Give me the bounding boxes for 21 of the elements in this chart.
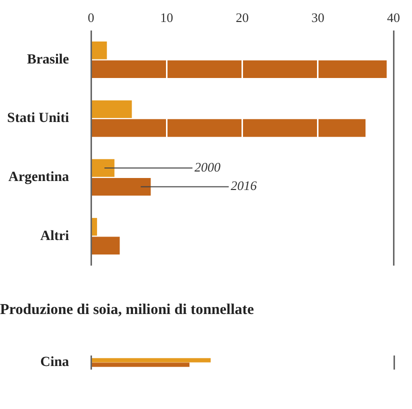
bar bbox=[92, 100, 132, 118]
text: 2016 bbox=[230, 178, 258, 194]
y-tick-label: Cina bbox=[40, 355, 69, 370]
bar bbox=[92, 119, 366, 137]
x-tick-label: 30 bbox=[311, 10, 324, 26]
y-tick-label: Stati Uniti bbox=[7, 111, 70, 126]
x-tick-label: 40 bbox=[387, 10, 400, 26]
chart-title: Produzione di soia, milioni di tonnellate bbox=[0, 302, 255, 319]
x-tick-label: 0 bbox=[88, 10, 94, 26]
y-tick-label: Argentina bbox=[8, 170, 69, 186]
y-tick-label: Altri bbox=[40, 228, 70, 244]
text: 2000 bbox=[194, 159, 221, 174]
bar bbox=[92, 159, 114, 177]
bar bbox=[92, 218, 98, 236]
bar bbox=[92, 178, 151, 196]
bar bbox=[92, 60, 387, 78]
x-tick-label: 10 bbox=[160, 10, 174, 26]
bar bbox=[92, 236, 120, 254]
bar bbox=[92, 42, 107, 60]
y-tick-label: Brasile bbox=[27, 52, 69, 68]
x-tick-label: 20 bbox=[236, 10, 249, 26]
